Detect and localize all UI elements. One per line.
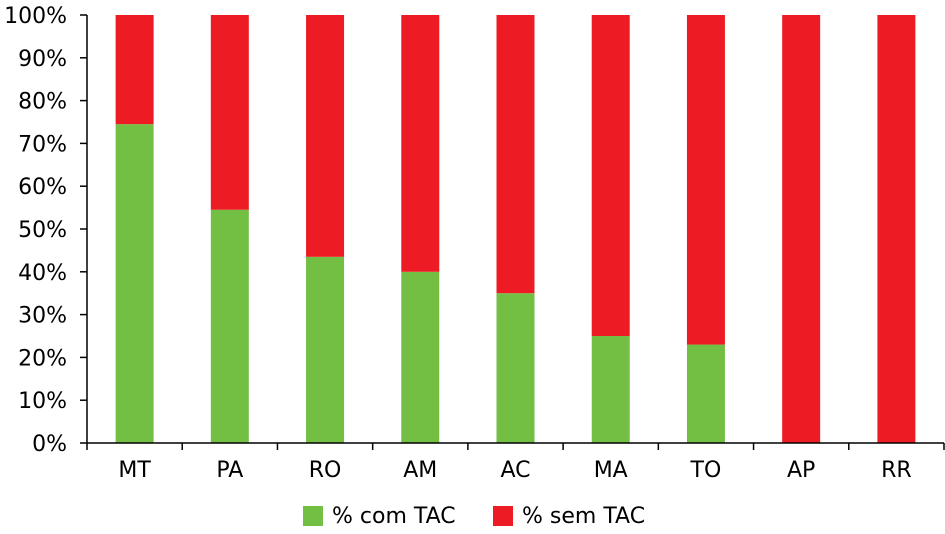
- y-tick-label: 90%: [18, 47, 67, 72]
- x-tick-label: RR: [881, 458, 912, 483]
- y-tick-label: 0%: [32, 432, 67, 457]
- y-tick-label: 70%: [18, 132, 67, 157]
- y-tick-label: 30%: [18, 304, 67, 329]
- bar-pa-series-0: [210, 209, 249, 443]
- legend-swatch: [493, 506, 513, 526]
- bar-ac-series-1: [496, 15, 535, 294]
- legend-label: % com TAC: [332, 504, 456, 529]
- bar-mt-series-1: [115, 15, 154, 125]
- y-tick-label: 80%: [18, 90, 67, 115]
- bar-ma-series-0: [591, 336, 630, 443]
- x-tick-label: AM: [403, 458, 437, 483]
- y-tick-label: 20%: [18, 346, 67, 371]
- bar-to-series-1: [686, 15, 725, 345]
- y-tick-label: 50%: [18, 218, 67, 243]
- x-tick-label: MA: [594, 458, 628, 483]
- x-tick-label: AP: [787, 458, 815, 483]
- bar-rr-series-1: [877, 15, 916, 443]
- y-tick-label: 40%: [18, 261, 67, 286]
- legend-label: % sem TAC: [522, 504, 645, 529]
- x-tick-label: TO: [690, 458, 722, 483]
- y-tick-label: 100%: [4, 4, 67, 29]
- x-tick-label: RO: [309, 458, 342, 483]
- bar-am-series-1: [401, 15, 440, 272]
- bar-pa-series-1: [210, 15, 249, 210]
- x-tick-label: AC: [500, 458, 530, 483]
- legend: % com TAC % sem TAC: [303, 504, 645, 529]
- bar-to-series-0: [686, 344, 725, 443]
- x-tick-label: MT: [118, 458, 151, 483]
- bar-ac-series-0: [496, 293, 535, 443]
- x-tick-label: PA: [216, 458, 243, 483]
- bar-ma-series-1: [591, 15, 630, 336]
- legend-swatch: [303, 506, 323, 526]
- y-axis: 0% 10% 20% 30% 40% 50% 60% 70% 80% 90% 100%: [4, 4, 88, 457]
- bar-ro-series-0: [306, 256, 345, 443]
- bar-mt-series-0: [115, 124, 154, 443]
- bar-ap-series-1: [782, 15, 821, 443]
- y-tick-label: 60%: [18, 175, 67, 200]
- y-tick-label: 10%: [18, 389, 67, 414]
- x-axis: MT PA RO AM AC MA TO AP RR: [86, 442, 945, 483]
- bar-am-series-0: [401, 271, 440, 443]
- bar-group: [115, 15, 916, 443]
- bar-ro-series-1: [306, 15, 345, 257]
